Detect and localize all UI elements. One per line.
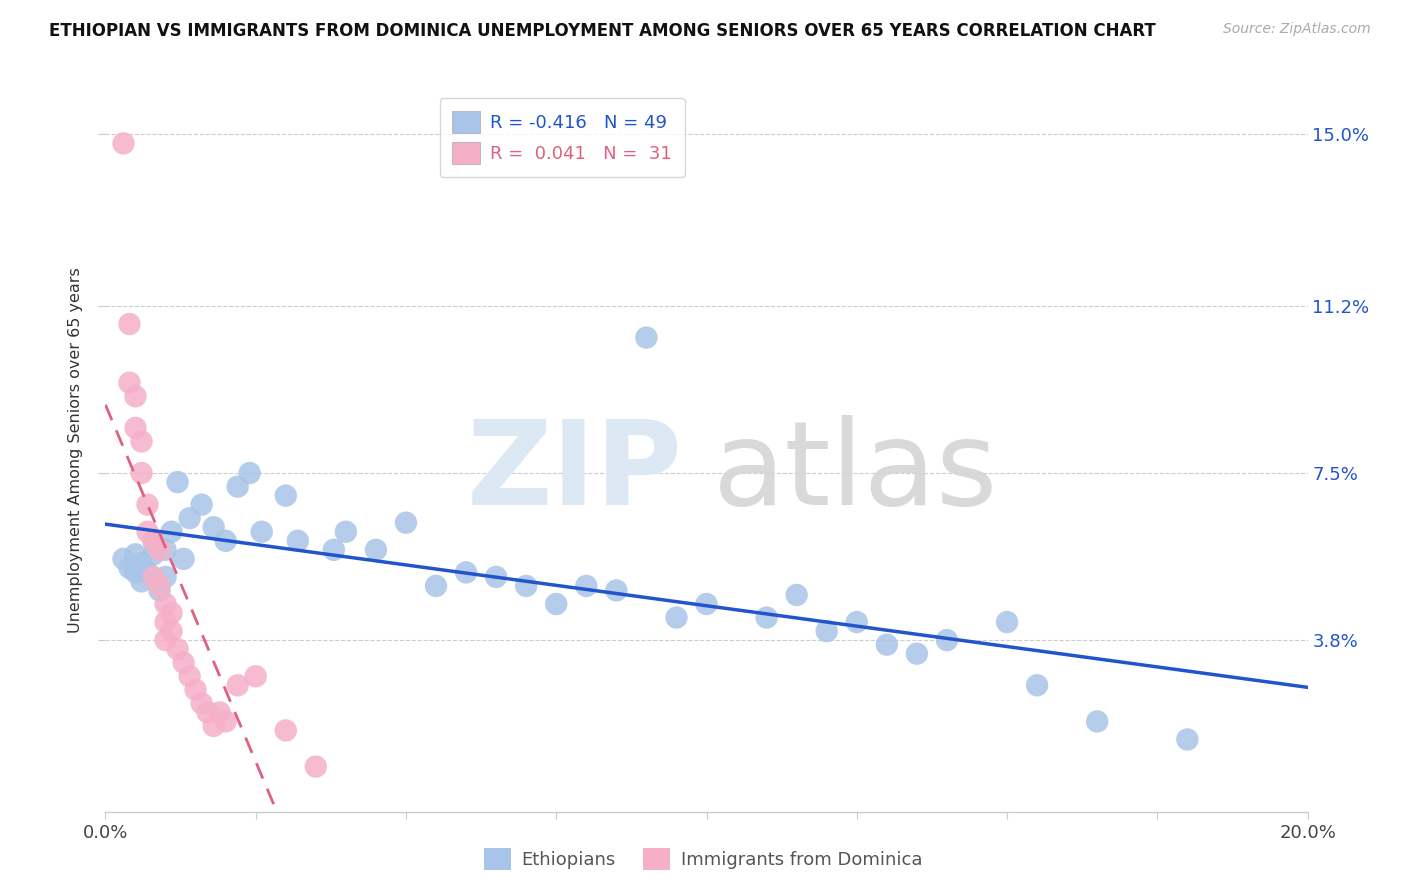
Point xyxy=(184,682,207,697)
Point xyxy=(485,570,508,584)
Point xyxy=(202,719,225,733)
Point xyxy=(208,706,231,720)
Text: ZIP: ZIP xyxy=(467,415,682,530)
Point xyxy=(173,551,195,566)
Point xyxy=(166,475,188,489)
Point xyxy=(786,588,808,602)
Point xyxy=(364,542,387,557)
Point xyxy=(815,624,838,638)
Point xyxy=(142,570,165,584)
Point xyxy=(226,480,249,494)
Point xyxy=(936,633,959,648)
Point xyxy=(214,533,236,548)
Point xyxy=(395,516,418,530)
Point xyxy=(322,542,344,557)
Point xyxy=(160,606,183,620)
Point xyxy=(179,669,201,683)
Point xyxy=(136,566,159,580)
Point xyxy=(214,714,236,729)
Point xyxy=(197,706,219,720)
Point xyxy=(155,615,177,629)
Point xyxy=(173,656,195,670)
Point xyxy=(112,136,135,151)
Point xyxy=(131,557,153,571)
Point xyxy=(274,489,297,503)
Point xyxy=(274,723,297,738)
Point xyxy=(166,642,188,657)
Point xyxy=(155,597,177,611)
Point xyxy=(148,583,170,598)
Point xyxy=(546,597,568,611)
Point xyxy=(112,551,135,566)
Point xyxy=(179,511,201,525)
Point xyxy=(202,520,225,534)
Point xyxy=(142,547,165,561)
Point xyxy=(605,583,627,598)
Point xyxy=(155,633,177,648)
Point xyxy=(1026,678,1049,692)
Legend: R = -0.416   N = 49, R =  0.041   N =  31: R = -0.416 N = 49, R = 0.041 N = 31 xyxy=(440,98,685,177)
Point xyxy=(131,434,153,449)
Point xyxy=(995,615,1018,629)
Point xyxy=(1085,714,1108,729)
Point xyxy=(136,524,159,539)
Point xyxy=(124,421,146,435)
Point xyxy=(696,597,718,611)
Point xyxy=(250,524,273,539)
Point xyxy=(454,566,477,580)
Point xyxy=(155,570,177,584)
Point xyxy=(287,533,309,548)
Point xyxy=(148,579,170,593)
Point xyxy=(665,610,688,624)
Legend: Ethiopians, Immigrants from Dominica: Ethiopians, Immigrants from Dominica xyxy=(477,840,929,877)
Point xyxy=(245,669,267,683)
Point xyxy=(515,579,537,593)
Point xyxy=(335,524,357,539)
Point xyxy=(239,466,262,480)
Text: atlas: atlas xyxy=(713,415,998,530)
Point xyxy=(226,678,249,692)
Point xyxy=(160,624,183,638)
Point xyxy=(124,547,146,561)
Point xyxy=(124,389,146,403)
Point xyxy=(155,542,177,557)
Point xyxy=(755,610,778,624)
Point xyxy=(118,317,141,331)
Point xyxy=(905,647,928,661)
Point xyxy=(124,566,146,580)
Text: Source: ZipAtlas.com: Source: ZipAtlas.com xyxy=(1223,22,1371,37)
Point xyxy=(160,524,183,539)
Point xyxy=(636,330,658,344)
Point xyxy=(190,696,212,710)
Point xyxy=(190,498,212,512)
Point xyxy=(876,638,898,652)
Point xyxy=(131,466,153,480)
Point xyxy=(118,561,141,575)
Point xyxy=(142,533,165,548)
Point xyxy=(575,579,598,593)
Point xyxy=(305,759,328,773)
Point xyxy=(131,574,153,589)
Point xyxy=(425,579,447,593)
Point xyxy=(148,542,170,557)
Point xyxy=(845,615,868,629)
Point xyxy=(118,376,141,390)
Point xyxy=(1175,732,1198,747)
Text: ETHIOPIAN VS IMMIGRANTS FROM DOMINICA UNEMPLOYMENT AMONG SENIORS OVER 65 YEARS C: ETHIOPIAN VS IMMIGRANTS FROM DOMINICA UN… xyxy=(49,22,1156,40)
Point xyxy=(142,533,165,548)
Point xyxy=(136,498,159,512)
Y-axis label: Unemployment Among Seniors over 65 years: Unemployment Among Seniors over 65 years xyxy=(67,268,83,633)
